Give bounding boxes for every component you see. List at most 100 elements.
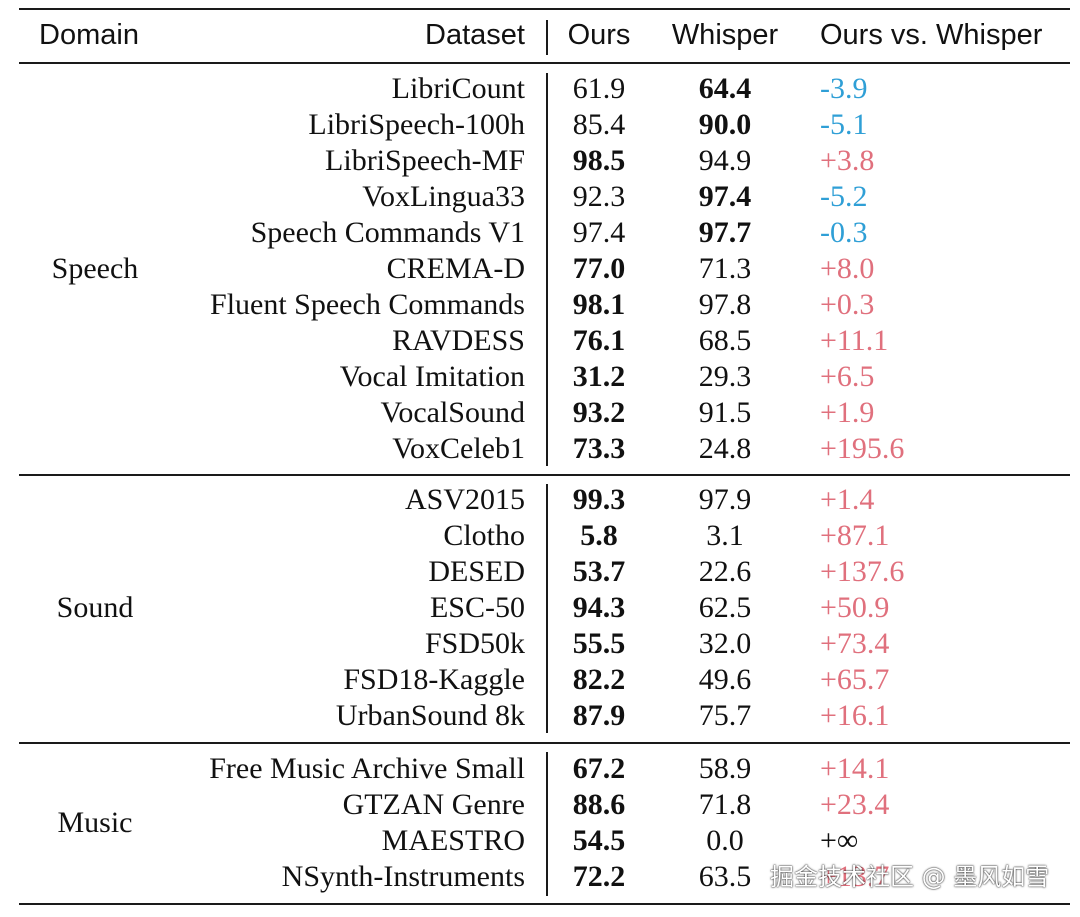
- delta-value: +0.3: [820, 288, 875, 321]
- whisper-score: 97.9: [698, 483, 752, 516]
- ours-score: 92.3: [572, 180, 626, 213]
- ours-score: 97.4: [572, 216, 626, 249]
- column-divider: [546, 73, 548, 466]
- whisper-score: 63.5: [698, 860, 752, 893]
- dataset-name: CREMA-D: [386, 252, 525, 285]
- whisper-score: 71.8: [698, 788, 752, 821]
- dataset-name: Clotho: [443, 519, 525, 552]
- column-divider: [546, 484, 548, 733]
- dataset-name: Vocal Imitation: [339, 360, 525, 393]
- ours-score: 72.2: [572, 860, 626, 893]
- delta-value: -5.2: [820, 180, 868, 213]
- delta-value: +65.7: [820, 663, 890, 696]
- header-rule: [19, 62, 1070, 64]
- ours-score: 54.5: [572, 824, 626, 857]
- group-separator-rule: [19, 474, 1070, 476]
- delta-value: +87.1: [820, 519, 890, 552]
- top-rule: [19, 8, 1070, 10]
- dataset-name: ESC-50: [429, 591, 525, 624]
- dataset-name: LibriSpeech-100h: [308, 108, 525, 141]
- ours-score: 98.5: [572, 144, 626, 177]
- whisper-score: 97.7: [698, 216, 752, 249]
- delta-value: +73.4: [820, 627, 890, 660]
- ours-score: 73.3: [572, 432, 626, 465]
- whisper-score: 75.7: [698, 699, 752, 732]
- column-divider: [546, 752, 548, 896]
- ours-score: 87.9: [572, 699, 626, 732]
- domain-label: Sound: [56, 591, 134, 624]
- whisper-score: 22.6: [698, 555, 752, 588]
- whisper-score: 62.5: [698, 591, 752, 624]
- delta-value: +13.7: [820, 860, 890, 893]
- dataset-name: FSD50k: [424, 627, 525, 660]
- whisper-score: 90.0: [698, 108, 752, 141]
- dataset-name: MAESTRO: [381, 824, 525, 857]
- domain-label: Music: [57, 806, 133, 839]
- ours-score: 55.5: [572, 627, 626, 660]
- whisper-score: 91.5: [698, 396, 752, 429]
- delta-value: +1.4: [820, 483, 875, 516]
- dataset-name: RAVDESS: [392, 324, 525, 357]
- whisper-score: 58.9: [698, 752, 752, 785]
- ours-score: 53.7: [572, 555, 626, 588]
- delta-value: +50.9: [820, 591, 890, 624]
- dataset-name: GTZAN Genre: [342, 788, 525, 821]
- whisper-score: 3.1: [706, 519, 744, 552]
- header-column-divider: [546, 20, 548, 55]
- ours-score: 5.8: [580, 519, 618, 552]
- ours-score: 94.3: [572, 591, 626, 624]
- whisper-score: 0.0: [706, 824, 744, 857]
- dataset-name: UrbanSound 8k: [335, 699, 525, 732]
- watermark: 掘金技术社区 @ 墨风如雪: [770, 863, 1050, 891]
- ours-score: 98.1: [572, 288, 626, 321]
- whisper-score: 97.8: [698, 288, 752, 321]
- delta-value: -3.9: [820, 72, 868, 105]
- whisper-score: 32.0: [698, 627, 752, 660]
- dataset-name: DESED: [428, 555, 525, 588]
- whisper-score: 97.4: [698, 180, 752, 213]
- whisper-score: 29.3: [698, 360, 752, 393]
- dataset-name: VoxLingua33: [362, 180, 525, 213]
- group-separator-rule: [19, 742, 1070, 744]
- dataset-name: VoxCeleb1: [392, 432, 525, 465]
- bottom-rule: [19, 903, 1070, 905]
- delta-value: +23.4: [820, 788, 890, 821]
- dataset-name: ASV2015: [404, 483, 525, 516]
- header-domain: Domain: [39, 19, 139, 51]
- header-whisper: Whisper: [671, 19, 779, 51]
- whisper-score: 24.8: [698, 432, 752, 465]
- dataset-name: Speech Commands V1: [250, 216, 525, 249]
- whisper-score: 49.6: [698, 663, 752, 696]
- delta-value: +11.1: [820, 324, 889, 357]
- delta-value: +16.1: [820, 699, 890, 732]
- delta-value: +∞: [820, 824, 859, 857]
- ours-score: 82.2: [572, 663, 626, 696]
- dataset-name: Free Music Archive Small: [209, 752, 525, 785]
- ours-score: 67.2: [572, 752, 626, 785]
- domain-label: Speech: [51, 252, 139, 285]
- dataset-name: Fluent Speech Commands: [210, 288, 525, 321]
- whisper-score: 64.4: [698, 72, 752, 105]
- ours-score: 76.1: [572, 324, 626, 357]
- dataset-name: LibriCount: [391, 72, 525, 105]
- dataset-name: LibriSpeech-MF: [325, 144, 525, 177]
- ours-score: 99.3: [572, 483, 626, 516]
- dataset-name: VocalSound: [380, 396, 525, 429]
- delta-value: -0.3: [820, 216, 868, 249]
- delta-value: -5.1: [820, 108, 868, 141]
- ours-score: 61.9: [572, 72, 626, 105]
- delta-value: +6.5: [820, 360, 875, 393]
- header-dataset: Dataset: [425, 19, 525, 51]
- delta-value: +1.9: [820, 396, 875, 429]
- whisper-score: 71.3: [698, 252, 752, 285]
- delta-value: +14.1: [820, 752, 890, 785]
- dataset-name: FSD18-Kaggle: [343, 663, 525, 696]
- whisper-score: 68.5: [698, 324, 752, 357]
- ours-score: 31.2: [572, 360, 626, 393]
- delta-value: +8.0: [820, 252, 875, 285]
- ours-score: 85.4: [572, 108, 626, 141]
- ours-score: 88.6: [572, 788, 626, 821]
- ours-score: 93.2: [572, 396, 626, 429]
- delta-value: +3.8: [820, 144, 875, 177]
- header-ours: Ours: [567, 19, 631, 51]
